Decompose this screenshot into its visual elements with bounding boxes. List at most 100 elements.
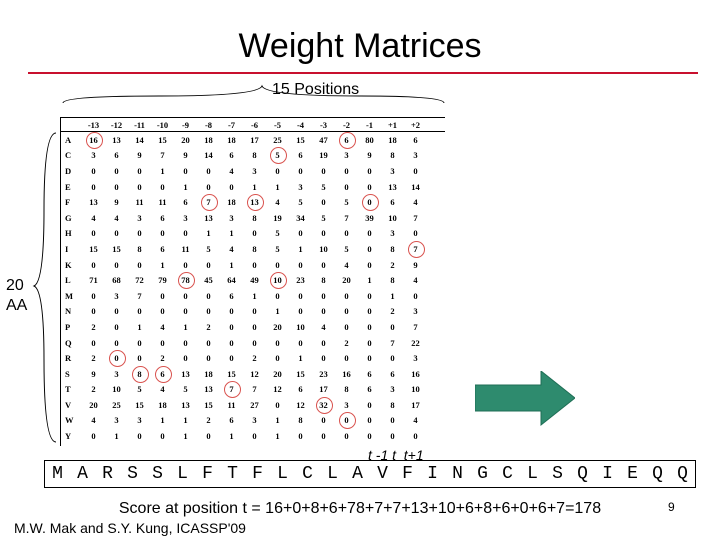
weight-cell: 78 bbox=[174, 272, 197, 290]
weight-cell: 6 bbox=[229, 415, 234, 426]
weight-cell: 0 bbox=[367, 399, 372, 410]
weight-cell: 71 bbox=[89, 275, 98, 286]
amino-acids-label: 20 AA bbox=[6, 277, 28, 314]
sequence-residue: T bbox=[227, 464, 238, 484]
weight-cell: 6 bbox=[413, 134, 418, 145]
weight-cell: 10 bbox=[266, 272, 289, 290]
matrix-row: A 16 13 14 15 20 18 18 17 25 15 47 6 80 18 6 bbox=[61, 131, 445, 149]
matrix-row: D 0 0 0 1 0 0 4 3 0 0 0 0 0 3 0 bbox=[61, 163, 445, 179]
sequence-residue: F bbox=[202, 464, 213, 484]
weight-cell: 6 bbox=[367, 384, 372, 395]
weight-cell: 0 bbox=[206, 165, 211, 176]
weight-cell: 14 bbox=[411, 181, 420, 192]
weight-cell: 17 bbox=[250, 134, 259, 145]
weight-cell: 0 bbox=[91, 259, 96, 270]
weight-cell: 5 bbox=[275, 243, 280, 254]
position-header: -2 bbox=[342, 119, 351, 130]
weight-cell: 8 bbox=[344, 384, 349, 395]
amino-acid-label: N bbox=[65, 306, 72, 317]
weight-cell: 13 bbox=[243, 194, 266, 212]
weight-cell: 0 bbox=[321, 290, 326, 301]
weight-cell: 7 bbox=[197, 194, 220, 212]
amino-acid-label: W bbox=[65, 415, 74, 426]
weight-cell: 11 bbox=[181, 243, 190, 254]
weight-cell: 7 bbox=[160, 150, 165, 161]
weight-cell: 4 bbox=[114, 212, 119, 223]
matrix-row: N 0 0 0 0 0 0 0 0 1 0 0 0 0 2 3 bbox=[61, 304, 445, 320]
weight-cell: 13 bbox=[204, 384, 213, 395]
weight-cell: 5 bbox=[344, 243, 349, 254]
weight-cell: 2 bbox=[160, 353, 165, 364]
weight-cell: 1 bbox=[183, 181, 188, 192]
weight-cell: 7 bbox=[413, 212, 418, 223]
weight-cell: 0 bbox=[137, 306, 142, 317]
amino-acid-label: P bbox=[65, 321, 71, 332]
weight-cell: 11 bbox=[158, 197, 167, 208]
weight-cell: 1 bbox=[252, 290, 257, 301]
weight-cell: 3 bbox=[344, 150, 349, 161]
weight-cell: 0 bbox=[114, 321, 119, 332]
weight-cell: 6 bbox=[183, 197, 188, 208]
weight-cell: 0 bbox=[367, 259, 372, 270]
weight-cell: 0 bbox=[298, 228, 303, 239]
weight-cell: 4 bbox=[229, 165, 234, 176]
weight-cell: 72 bbox=[135, 275, 144, 286]
matrix-row: L 71 68 72 79 78 45 64 49 10 23 8 20 1 8 4 bbox=[61, 272, 445, 290]
weight-cell: 0 bbox=[298, 431, 303, 442]
sequence-residue: A bbox=[352, 464, 363, 484]
weight-cell: 2 bbox=[206, 415, 211, 426]
weight-cell: 3 bbox=[114, 290, 119, 301]
weight-cell: 8 bbox=[390, 150, 395, 161]
weight-cell: 2 bbox=[91, 353, 96, 364]
weight-cell: 13 bbox=[89, 197, 98, 208]
weight-cell: 0 bbox=[344, 181, 349, 192]
weight-cell: 0 bbox=[321, 228, 326, 239]
weight-cell: 0 bbox=[275, 290, 280, 301]
position-header: -10 bbox=[156, 119, 169, 130]
weight-cell: 0 bbox=[206, 306, 211, 317]
sequence-residue: Q bbox=[677, 464, 688, 484]
weight-cell: 6 bbox=[390, 197, 395, 208]
weight-cell: 4 bbox=[344, 259, 349, 270]
weight-cell: 0 bbox=[367, 431, 372, 442]
weight-cell: 0 bbox=[160, 306, 165, 317]
weight-cell: 0 bbox=[137, 431, 142, 442]
amino-acid-label: R bbox=[65, 353, 72, 364]
matrix-row: P 2 0 1 4 1 2 0 0 20 10 4 0 0 0 7 bbox=[61, 319, 445, 335]
weight-cell: 1 bbox=[137, 321, 142, 332]
weight-cell: 15 bbox=[158, 134, 167, 145]
weight-cell: 5 bbox=[266, 147, 289, 165]
weight-cell: 0 bbox=[206, 353, 211, 364]
sequence-residue: F bbox=[252, 464, 263, 484]
weight-cell: 0 bbox=[367, 353, 372, 364]
weight-cell: 18 bbox=[158, 399, 167, 410]
weight-matrix-table: -13 -12 -11 -10 -9 -8 -7 -6 -5 -4 -3 -2 -1 +1 +2 A 16 13 1… bbox=[60, 117, 445, 446]
weight-cell: 3 bbox=[298, 181, 303, 192]
amino-acid-label: E bbox=[65, 181, 71, 192]
weight-cell: 49 bbox=[250, 275, 259, 286]
weight-cell: 18 bbox=[227, 197, 236, 208]
weight-cell: 32 bbox=[312, 396, 335, 414]
sequence-residue: C bbox=[502, 464, 513, 484]
weight-cell: 4 bbox=[160, 384, 165, 395]
weight-cell: 1 bbox=[183, 415, 188, 426]
weight-cell: 0 bbox=[413, 165, 418, 176]
weight-cell: 2 bbox=[344, 337, 349, 348]
sequence-residue: I bbox=[427, 464, 438, 484]
weight-cell: 0 bbox=[321, 197, 326, 208]
weight-cell: 39 bbox=[365, 212, 374, 223]
weight-cell: 9 bbox=[137, 150, 142, 161]
weight-cell: 0 bbox=[137, 165, 142, 176]
amino-acid-label: Q bbox=[65, 337, 72, 348]
weight-cell: 0 bbox=[344, 306, 349, 317]
amino-acid-label: F bbox=[65, 197, 71, 208]
weight-cell: 15 bbox=[204, 399, 213, 410]
weight-cell: 0 bbox=[91, 431, 96, 442]
weight-cell: 3 bbox=[114, 415, 119, 426]
weight-cell: 5 bbox=[137, 384, 142, 395]
weight-cell: 4 bbox=[91, 415, 96, 426]
weight-cell: 1 bbox=[275, 431, 280, 442]
amino-acid-label: H bbox=[65, 228, 72, 239]
